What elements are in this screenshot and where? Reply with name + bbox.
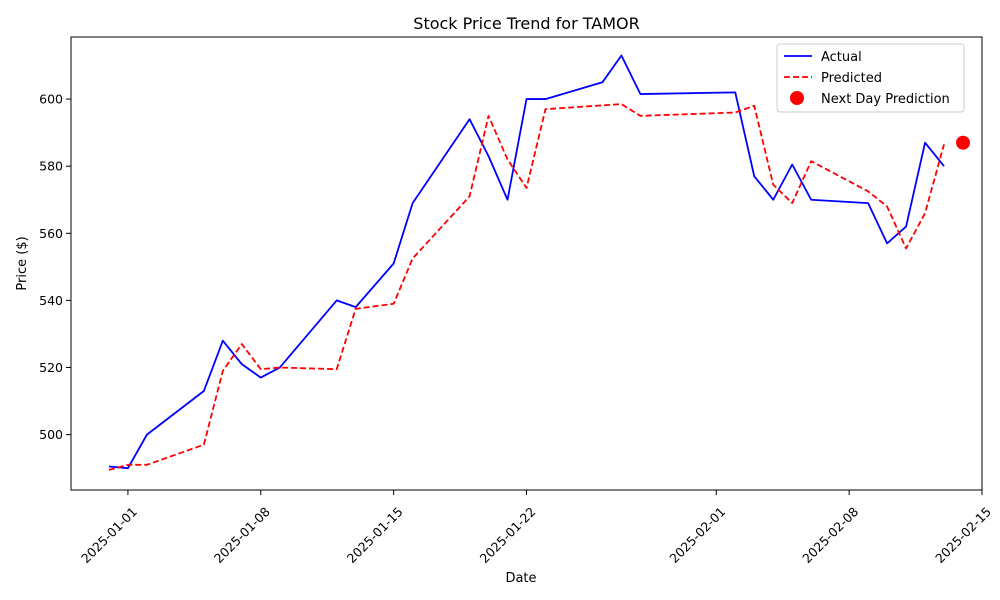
legend: Actual Predicted Next Day Prediction [776,43,965,113]
y-tick-label: 580 [39,159,63,174]
x-axis: 2025-01-01 2025-01-08 2025-01-15 2025-01-22… [78,490,994,566]
legend-predicted-label: Predicted [821,71,882,86]
chart-title: Stock Price Trend for TAMOR [413,14,639,33]
legend-frame [776,43,965,113]
plot-content [108,54,971,471]
x-tick-label: 2025-02-08 [799,504,861,566]
x-tick-label: 2025-01-01 [78,504,140,566]
y-tick-label: 540 [39,293,63,308]
x-tick-label: 2025-02-01 [666,504,728,566]
x-tick-label: 2025-01-08 [211,504,273,566]
legend-next-day-label: Next Day Prediction [821,92,950,107]
x-axis-label: Date [505,571,536,586]
y-tick-label: 520 [39,360,63,375]
y-tick-label: 560 [39,226,63,241]
x-tick-label: 2025-01-15 [344,504,406,566]
x-tick-label: 2025-01-22 [477,504,539,566]
y-axis: 500 520 540 560 580 600 [39,92,71,442]
predicted-line [108,103,945,471]
legend-next-day-swatch [790,91,804,105]
legend-actual-label: Actual [821,50,862,65]
x-tick-label: 2025-02-15 [932,504,994,566]
next-day-prediction-point [956,135,971,150]
y-tick-label: 600 [39,92,63,107]
y-axis-label: Price ($) [15,236,30,290]
y-tick-label: 500 [39,427,63,442]
actual-line [108,54,945,470]
